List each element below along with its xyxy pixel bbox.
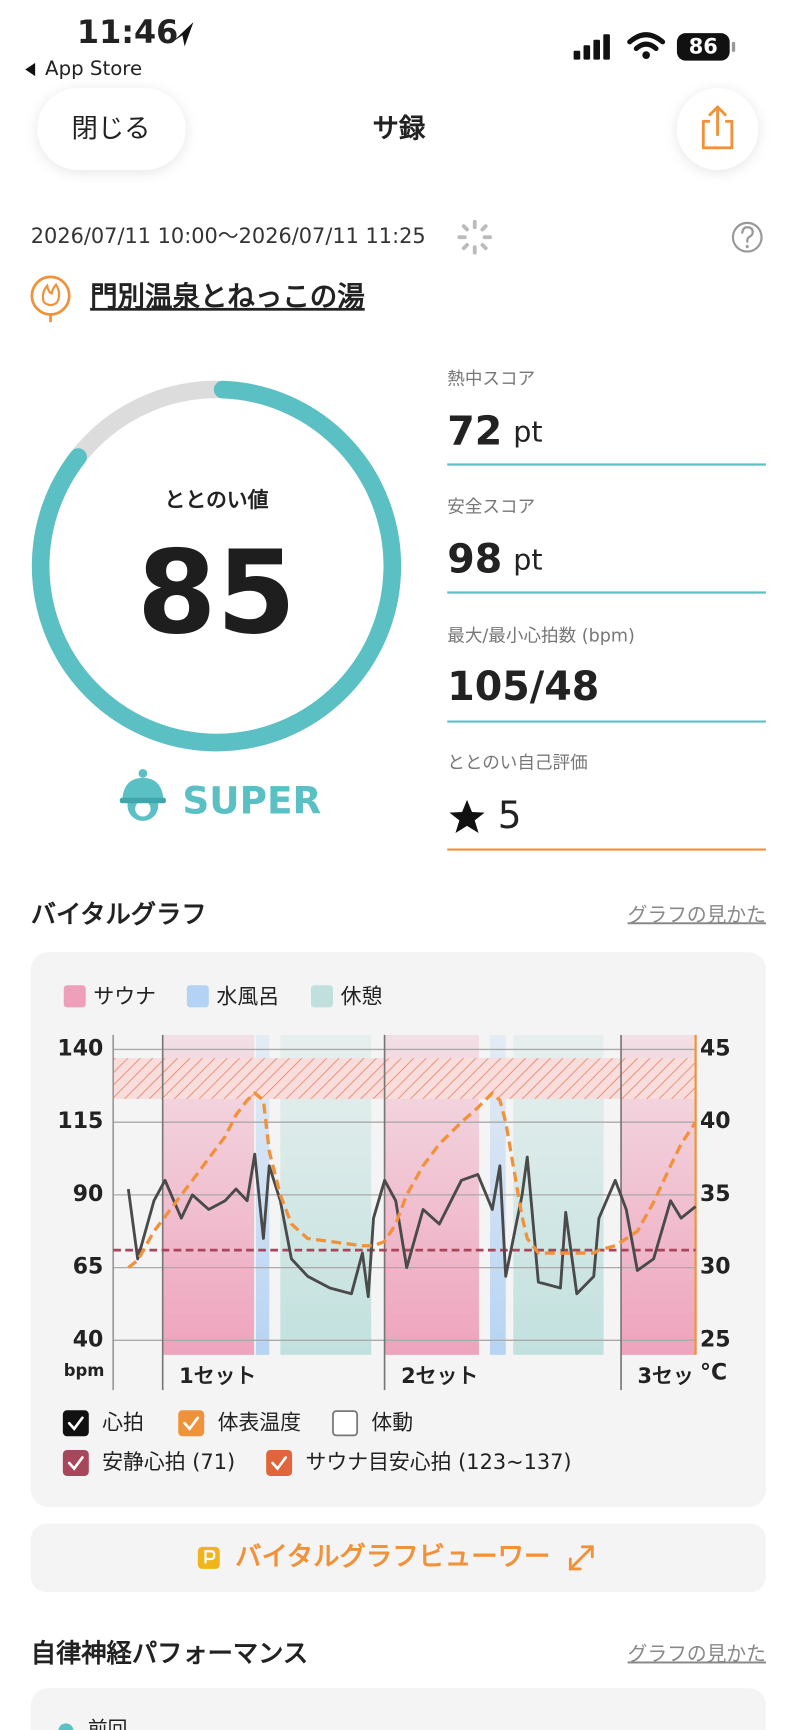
rank-icon xyxy=(119,769,166,821)
legend-label: 水風呂 xyxy=(216,984,279,1008)
legend-swatch xyxy=(63,985,86,1008)
gauge-arc xyxy=(31,380,402,752)
viewer-button[interactable] xyxy=(30,1523,766,1593)
section-title: 自律神経パフォーマンス xyxy=(31,1638,308,1668)
rank: SUPER xyxy=(182,779,321,823)
checkbox xyxy=(62,1410,89,1437)
y2-tick-label: 25 xyxy=(700,1327,731,1352)
share-icon[interactable] xyxy=(701,105,734,150)
metric-label: ととのい自己評価 xyxy=(447,753,587,773)
legend-swatch xyxy=(186,985,209,1008)
set-label: 1セット xyxy=(179,1364,256,1388)
y-tick-label: 115 xyxy=(57,1109,103,1134)
checkmark xyxy=(271,1456,288,1471)
wifi-dot xyxy=(642,51,650,60)
help-dot[interactable] xyxy=(745,245,749,249)
set-label: 3セッ xyxy=(638,1364,694,1388)
checkbox xyxy=(332,1410,359,1437)
checkbox xyxy=(62,1449,89,1477)
checkbox-label: 安静心拍 (71) xyxy=(102,1450,235,1474)
record-period: 2026/07/11 10:00～2026/07/11 11:25 xyxy=(31,224,426,248)
legend-label: 前回 xyxy=(88,1717,128,1730)
y2-tick-label: 40 xyxy=(700,1109,731,1134)
battery-level: 86 xyxy=(689,34,718,58)
battery xyxy=(676,33,730,61)
y2-tick-label: 45 xyxy=(700,1036,731,1061)
set-label: 2セット xyxy=(401,1364,478,1388)
y-tick-label: 65 xyxy=(73,1255,104,1280)
back-app[interactable]: App Store xyxy=(45,57,142,80)
autonomic-card xyxy=(30,1688,766,1730)
legend-label: 休憩 xyxy=(341,984,383,1008)
loading-spinner xyxy=(457,219,493,255)
y-unit: bpm xyxy=(64,1361,105,1380)
metric-label: 安全スコア xyxy=(447,498,535,518)
place-icon xyxy=(30,275,71,316)
y2-unit: °C xyxy=(700,1361,727,1386)
section-title: バイタルグラフ xyxy=(31,899,207,929)
battery-cap xyxy=(731,41,736,52)
checkmark xyxy=(67,1416,84,1431)
expand-icon[interactable] xyxy=(568,1545,594,1571)
score-label: ととのい値 xyxy=(164,488,268,512)
checkmark xyxy=(67,1456,84,1471)
series-line xyxy=(126,1152,697,1299)
checkbox xyxy=(266,1449,293,1477)
checkbox xyxy=(178,1410,205,1437)
metric-value: 98 pt xyxy=(447,536,542,582)
series-line xyxy=(127,1091,697,1269)
viewer-label[interactable]: バイタルグラフビューワー xyxy=(235,1541,550,1572)
checkbox-label: サウナ目安心拍 (123~137) xyxy=(305,1450,571,1474)
metric-value: 72 pt xyxy=(447,408,542,454)
close-button[interactable] xyxy=(37,88,186,170)
vital-chart: サウナ 水風呂 休憩 40 65 90 115 140 25 30 35 40 45 bpm °C 1セット 2… xyxy=(57,984,731,1477)
target-zone-hatch xyxy=(113,1058,696,1099)
star-icon xyxy=(449,799,485,834)
wifi-icon xyxy=(627,32,666,52)
flame xyxy=(41,282,61,307)
location-icon xyxy=(172,22,194,47)
y2-tick-label: 35 xyxy=(700,1182,731,1207)
help-glyph[interactable] xyxy=(741,226,754,243)
y2-tick-label: 30 xyxy=(700,1255,731,1280)
metric-value: 5 xyxy=(498,793,522,837)
y-tick-label: 90 xyxy=(73,1182,104,1207)
metric-label: 熱中スコア xyxy=(447,370,535,390)
checkmark xyxy=(183,1416,200,1431)
help-link[interactable]: グラフの見かた xyxy=(628,903,766,926)
legend-label: サウナ xyxy=(93,984,156,1008)
y-tick-label: 40 xyxy=(73,1327,104,1352)
checkbox-label: 心拍 xyxy=(102,1410,144,1434)
metric-label: 最大/最小心拍数 (bpm) xyxy=(447,627,635,647)
clock: 11:46 xyxy=(77,13,178,51)
y-tick-label: 140 xyxy=(57,1036,103,1061)
back-arrow xyxy=(25,62,36,77)
score-value: 85 xyxy=(137,527,296,660)
checkbox-label: 体動 xyxy=(371,1410,413,1434)
help-link[interactable]: グラフの見かた xyxy=(628,1642,766,1665)
premium-glyph xyxy=(204,1550,216,1564)
place-name[interactable]: 門別温泉とねっこの湯 xyxy=(90,281,365,313)
metric-value: 105/48 xyxy=(447,664,599,710)
help-icon[interactable] xyxy=(731,221,763,253)
checkbox-label: 体表温度 xyxy=(218,1410,302,1434)
legend-dot xyxy=(58,1723,74,1730)
close-label[interactable]: 閉じる xyxy=(71,114,150,145)
page-title: サ録 xyxy=(373,114,426,145)
signal-icon xyxy=(573,34,610,60)
legend-swatch xyxy=(310,985,333,1008)
